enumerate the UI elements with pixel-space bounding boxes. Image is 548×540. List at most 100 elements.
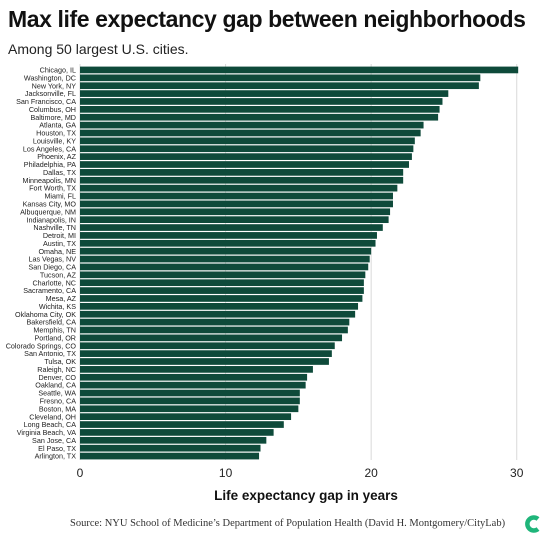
category-label: Minneapolis, MN xyxy=(22,176,76,185)
category-label: Omaha, NE xyxy=(38,247,76,256)
category-label: Miami, FL xyxy=(44,192,76,201)
bar xyxy=(80,216,389,224)
bar xyxy=(80,421,284,428)
category-label: Colorado Springs, CO xyxy=(6,341,77,350)
bar xyxy=(80,192,393,200)
bar xyxy=(80,255,370,263)
bar xyxy=(80,239,376,247)
category-label: New York, NY xyxy=(32,81,77,90)
category-label: Indianapolis, IN xyxy=(26,215,76,224)
category-label: Raleigh, NC xyxy=(37,365,76,374)
category-label: Detroit, MI xyxy=(43,231,76,240)
category-label: Arlington, TX xyxy=(35,452,77,461)
category-label: Louisville, KY xyxy=(33,136,76,145)
category-label: Baltimore, MD xyxy=(30,113,76,122)
bar xyxy=(80,342,335,350)
bar xyxy=(80,98,443,105)
category-label: Kansas City, MO xyxy=(23,200,77,209)
category-label: Fort Worth, TX xyxy=(29,184,76,193)
category-label: Houston, TX xyxy=(36,129,76,138)
category-label: Seattle, WA xyxy=(38,389,76,398)
category-label: Tucson, AZ xyxy=(40,270,77,279)
bar xyxy=(80,82,479,90)
chart-subtitle: Among 50 largest U.S. cities. xyxy=(8,41,189,57)
bar xyxy=(80,295,363,302)
bar xyxy=(80,90,449,97)
bar xyxy=(80,129,421,137)
bar xyxy=(80,121,424,129)
bar xyxy=(80,452,260,460)
bar xyxy=(80,310,356,318)
category-label: Wichita, KS xyxy=(39,302,76,311)
category-label: Portland, OR xyxy=(34,333,76,342)
bar xyxy=(80,145,414,153)
category-label: Chicago, IL xyxy=(40,66,76,75)
bar xyxy=(80,381,306,389)
bar xyxy=(80,366,313,373)
bar-series xyxy=(80,66,519,460)
bar xyxy=(80,413,292,421)
bar xyxy=(80,184,398,192)
source-note: Source: NYU School of Medicine’s Departm… xyxy=(70,518,506,529)
category-label: Washington, DC xyxy=(24,73,76,82)
bar xyxy=(80,208,391,216)
chart-title: Max life expectancy gap between neighbor… xyxy=(8,6,526,32)
category-label: Memphis, TN xyxy=(33,326,76,335)
bar xyxy=(80,271,366,279)
bar xyxy=(80,326,348,334)
category-label: Mesa, AZ xyxy=(46,294,77,303)
bar xyxy=(80,334,343,342)
category-label: El Paso, TX xyxy=(38,444,76,453)
category-label: Columbus, OH xyxy=(29,105,76,114)
bar xyxy=(80,232,377,239)
category-label: Sacramento, CA xyxy=(23,286,76,295)
bar xyxy=(80,405,299,413)
bar xyxy=(80,287,364,294)
category-label: San Antonio, TX xyxy=(24,349,76,358)
category-label: Oakland, CA xyxy=(35,381,76,390)
bar xyxy=(80,436,267,444)
bar xyxy=(80,137,415,145)
bar xyxy=(80,247,372,255)
category-label: San Jose, CA xyxy=(32,436,76,445)
x-tick-label: 10 xyxy=(219,466,233,480)
bar xyxy=(80,373,308,381)
category-label: Fresno, CA xyxy=(40,397,77,406)
category-label: Nashville, TN xyxy=(33,223,76,232)
bar xyxy=(80,358,329,365)
category-label: Phoenix, AZ xyxy=(37,152,76,161)
citylab-c-logo-icon xyxy=(525,515,540,533)
category-label: Dallas, TX xyxy=(43,168,76,177)
category-label: Las Vegas, NV xyxy=(28,255,76,264)
bar xyxy=(80,105,440,113)
category-label: Albuquerque, NM xyxy=(20,207,76,216)
bar xyxy=(80,161,409,168)
x-tick-label: 0 xyxy=(77,466,84,480)
category-label: Virginia Beach, VA xyxy=(17,428,76,437)
bar xyxy=(80,397,300,405)
x-tick-labels: 0 10 20 30 xyxy=(77,466,524,480)
bar xyxy=(80,113,439,121)
bar xyxy=(80,200,393,208)
category-label: Austin, TX xyxy=(43,239,76,248)
category-label: Oklahoma City, OK xyxy=(15,310,76,319)
bar xyxy=(80,389,300,397)
bar xyxy=(80,74,481,82)
category-label: Boston, MA xyxy=(39,404,76,413)
category-label: Cleveland, OH xyxy=(29,412,76,421)
category-label: Jacksonville, FL xyxy=(25,89,76,98)
bar xyxy=(80,66,519,74)
bar xyxy=(80,318,350,326)
category-label: Charlotte, NC xyxy=(32,278,76,287)
x-axis-label: Life expectancy gap in years xyxy=(214,488,398,503)
bar xyxy=(80,169,404,176)
category-label: San Francisco, CA xyxy=(16,97,76,106)
category-label: Bakersfield, CA xyxy=(26,318,76,327)
bar xyxy=(80,302,359,310)
x-tick-label: 20 xyxy=(364,466,378,480)
bar xyxy=(80,224,383,231)
category-label: Tulsa, OK xyxy=(44,357,76,366)
x-tick-label: 30 xyxy=(510,466,524,480)
